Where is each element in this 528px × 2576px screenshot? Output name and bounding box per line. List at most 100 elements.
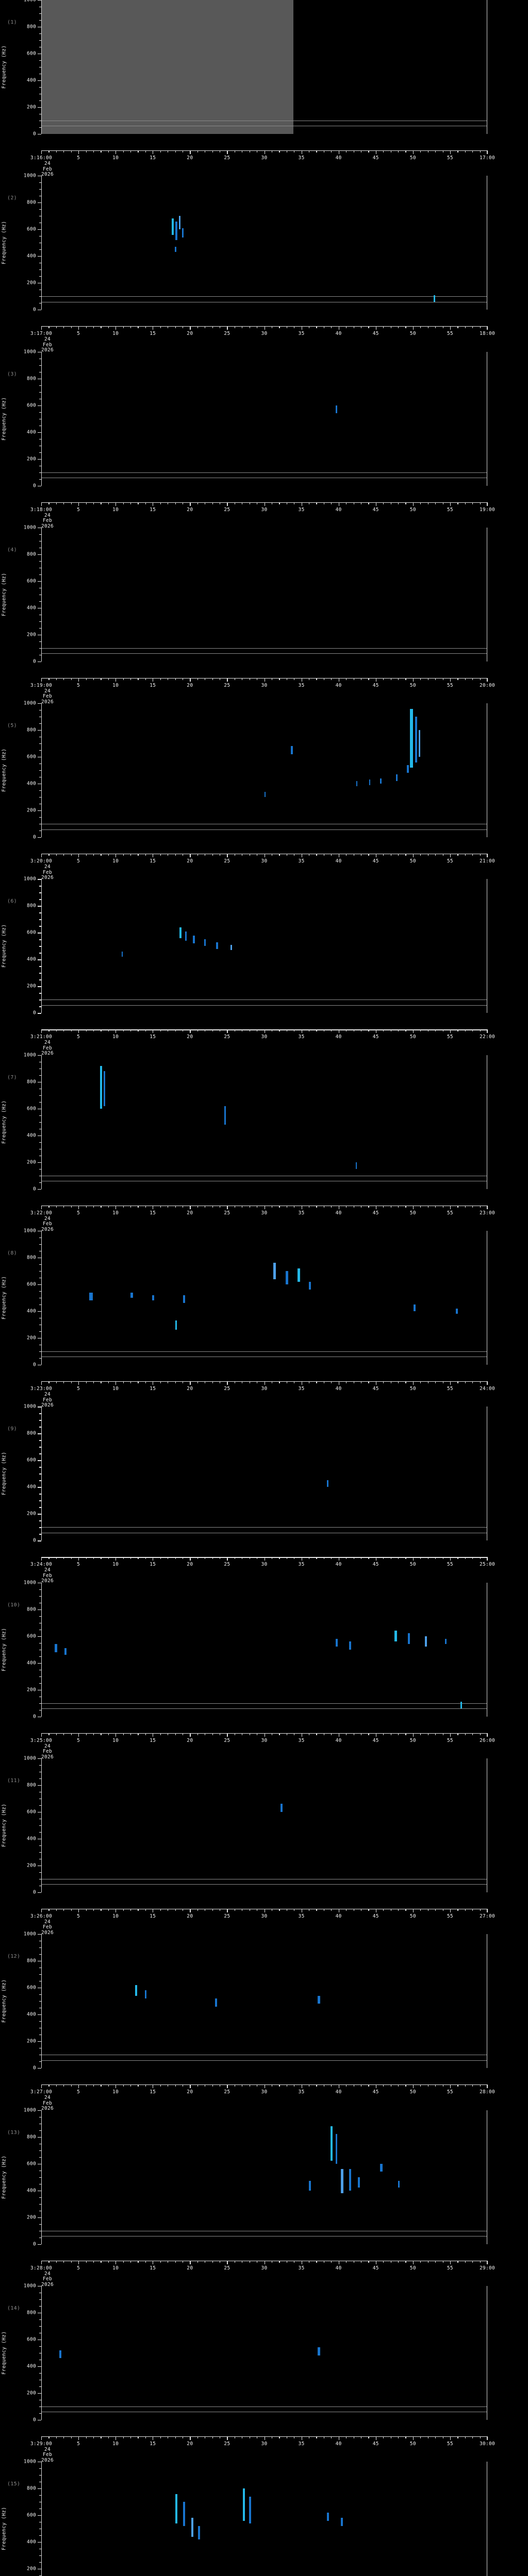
y-tick-label: 800 [26,24,36,30]
plot-area[interactable] [41,2110,487,2244]
signal-trace [407,765,409,773]
x-tick-label: 25 [224,2089,230,2095]
plot-area[interactable] [41,176,487,310]
plot-area[interactable] [41,2462,487,2576]
y-tick-minor [39,276,41,277]
x-tick-minor [48,1205,50,1208]
x-tick-label-end: 29:00 [479,2265,496,2271]
signal-trace [326,2512,329,2521]
x-tick-label: 5 [77,1386,80,1392]
x-tick-minor [480,677,481,680]
x-tick-minor [457,854,458,856]
plot-area[interactable] [41,1231,487,1365]
y-tick-label: 600 [26,50,36,57]
x-tick-label: 55 [447,682,453,688]
x-tick-minor [480,1908,481,1911]
plot-wrapper [41,1934,487,2069]
plot-area[interactable] [41,1758,487,1892]
x-tick-label: 25 [224,331,230,337]
plot-area[interactable] [41,351,487,486]
x-tick-label: 50 [409,1737,416,1743]
date-line-0: 24 [44,2270,51,2277]
x-axis-date-stack: 24 Feb 2026 [41,337,54,353]
plot-area[interactable] [41,2285,487,2420]
x-tick-minor [472,1381,473,1384]
x-tick-major [78,1381,79,1385]
date-line-1: Feb [42,518,53,524]
x-tick-major [41,1381,42,1385]
x-tick-minor [93,1029,94,1032]
plot-area[interactable] [41,879,487,1013]
x-tick-minor [71,677,72,680]
x-tick-minor [63,1381,64,1384]
y-tick-major [38,2366,41,2367]
date-line-1: Feb [42,693,53,700]
x-tick-minor [86,502,87,504]
x-tick-label: 35 [298,2441,305,2447]
signal-trace [175,221,177,241]
x-tick-minor [86,2260,87,2263]
signal-trace [193,935,195,944]
signal-trace [135,1985,137,1996]
signal-trace [398,2181,400,2188]
date-line-0: 24 [44,1919,51,1925]
x-tick-minor [123,326,124,329]
signal-trace [121,951,123,957]
x-tick-minor [123,1733,124,1735]
plot-area[interactable] [41,1055,487,1189]
x-tick-major [78,502,79,506]
x-tick-label: 50 [409,1386,416,1392]
x-tick-minor [160,677,161,680]
date-line-2: 2026 [41,1754,54,1760]
x-tick-label-start: 3:25:00 [30,1737,53,1743]
y-tick-label: 600 [26,1633,36,1639]
plot-area[interactable] [41,527,487,662]
x-tick-minor [480,1733,481,1735]
x-tick-label: 45 [372,331,379,337]
x-tick-minor [368,677,369,680]
x-tick-minor [86,1733,87,1735]
x-tick-minor [175,1205,176,1208]
x-tick-label: 15 [150,1386,156,1392]
x-tick-minor [108,1557,109,1560]
x-tick-label: 15 [150,2441,156,2447]
x-tick-minor [472,1029,473,1032]
plot-area[interactable] [41,1582,487,1717]
y-axis-title: Frequency (Hz) [1,2331,7,2375]
plot-area[interactable] [41,703,487,838]
x-tick-minor [435,1381,436,1384]
y-tick-minor [39,1480,41,1481]
plot-area[interactable] [41,1406,487,1541]
x-axis-date-stack: 24 Feb 2026 [41,161,54,178]
y-tick-label: 0 [32,658,36,665]
x-tick-minor [175,1733,176,1735]
y-tick-minor [39,2386,41,2387]
x-tick-minor [86,1381,87,1384]
x-tick-minor [316,1908,317,1911]
y-tick-minor [39,189,41,190]
x-tick-label: 55 [447,331,453,337]
x-tick-minor [331,2260,332,2263]
y-tick-minor [39,182,41,183]
y-tick-label: 400 [26,429,36,435]
y-axis: Frequency (Hz) 0 200 400 600 800 1000 [0,1404,41,1543]
x-tick-minor [383,2260,384,2263]
x-tick-label: 40 [335,2089,342,2095]
x-tick-minor [56,2260,57,2263]
y-tick-major [38,2068,41,2069]
plot-area[interactable] [41,1934,487,2069]
plot-area[interactable] [41,0,487,134]
y-tick-minor [39,1778,41,1780]
x-tick-label: 10 [112,2089,119,2095]
x-tick-minor [145,2436,146,2438]
y-tick-minor [39,1656,41,1657]
x-tick-minor [405,1908,406,1911]
x-tick-minor [457,2084,458,2087]
x-tick-major [450,1381,451,1385]
x-tick-minor [123,502,124,504]
date-line-2: 2026 [41,875,54,881]
y-tick-label: 600 [26,929,36,936]
x-axis-date-stack: 24 Feb 2026 [41,1040,54,1057]
y-tick-label: 200 [26,2566,36,2572]
y-tick-minor [39,296,41,297]
